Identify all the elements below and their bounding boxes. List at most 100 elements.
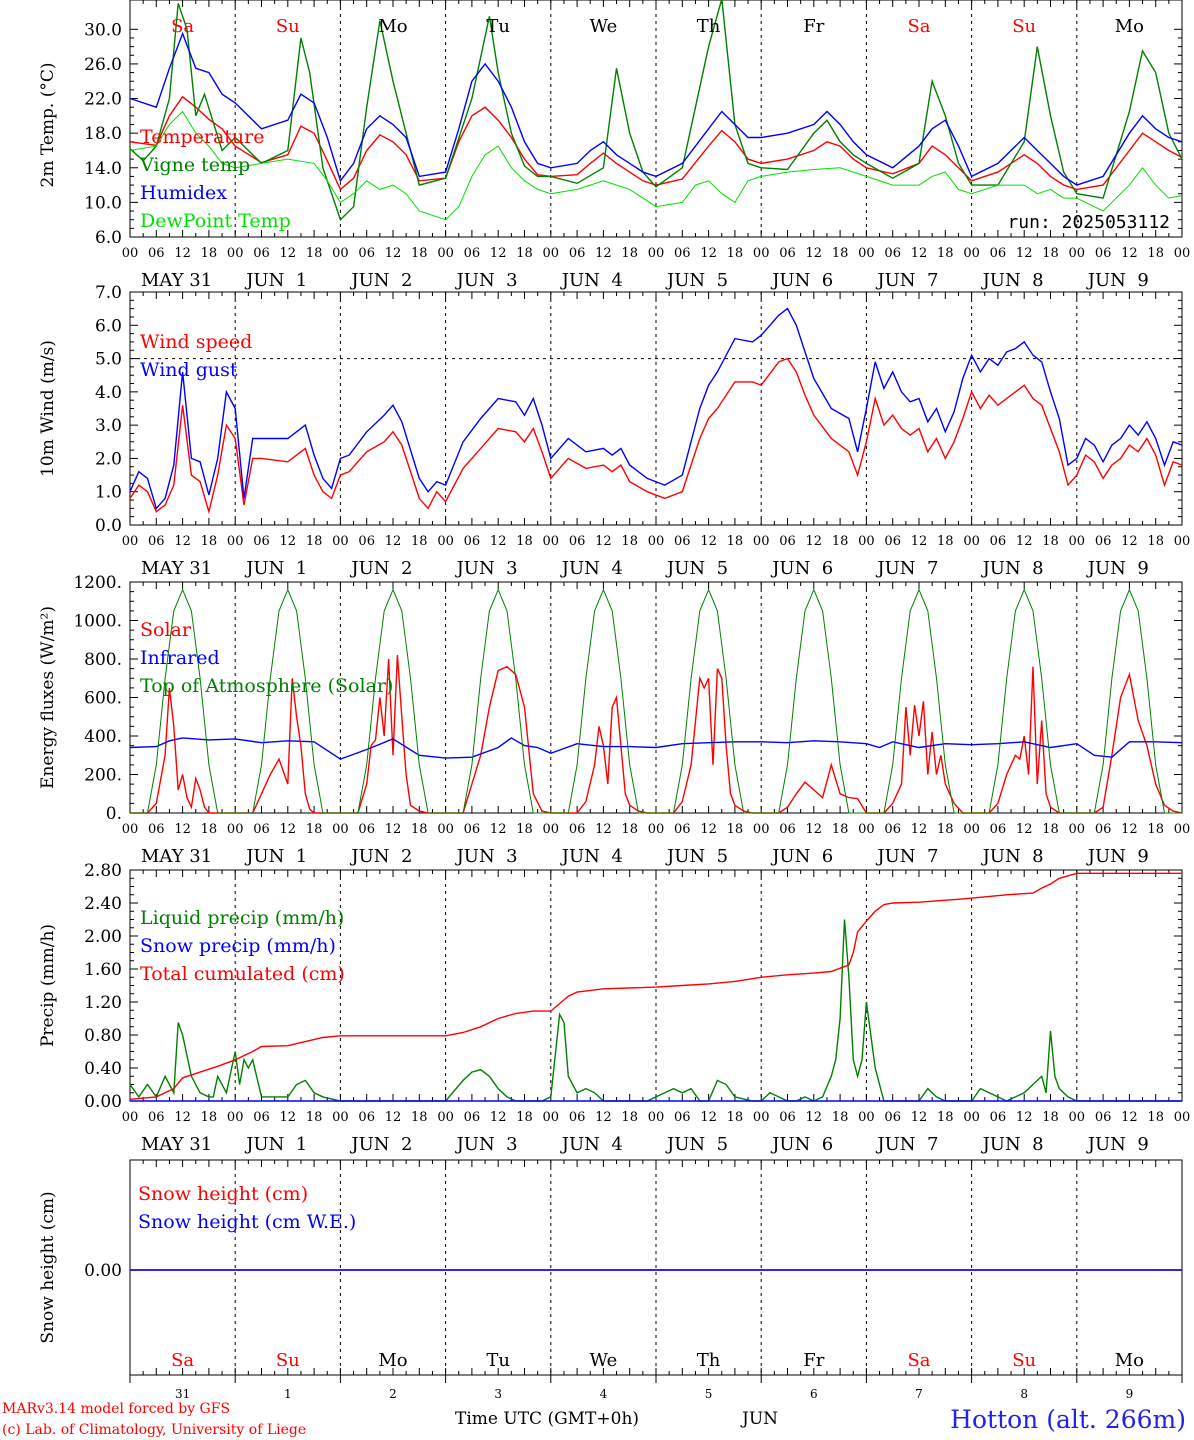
hour-tick-label: 00: [1174, 1110, 1191, 1125]
station-name: Hotton (alt. 266m): [950, 1405, 1186, 1434]
day-label: JUN 4: [560, 558, 623, 579]
hour-tick-label: 06: [358, 1110, 375, 1125]
hour-tick-label: 06: [674, 822, 691, 837]
day-label: JUN 2: [349, 558, 412, 579]
day-label: JUN 4: [560, 846, 623, 867]
hour-tick-label: 18: [832, 1110, 849, 1125]
model-credit: MARv3.14 model forced by GFS: [2, 1401, 230, 1417]
day-number: 31: [175, 1387, 190, 1401]
hour-tick-label: 12: [490, 822, 507, 837]
day-label: JUN 5: [665, 558, 728, 579]
legend-entry: Wind gust: [140, 359, 238, 381]
day-label: MAY 31: [141, 1134, 212, 1155]
series-line-liquid-precip-mm-h: [129, 919, 1182, 1102]
weekday-label: Th: [697, 16, 721, 37]
panel-5: 0.00 Snow height (cm) Snow height (cm) Snow…: [38, 1159, 1183, 1401]
series-line-infrared: [129, 737, 1183, 760]
y-tick-label: 2.00: [84, 927, 122, 947]
weekday-label: Sa: [907, 1350, 930, 1371]
day-label: JUN 8: [981, 1134, 1044, 1155]
day-number: 5: [705, 1387, 713, 1401]
day-label: JUN 9: [1086, 1134, 1149, 1155]
hour-tick-label: 00: [648, 534, 665, 549]
weekday-label: Fr: [803, 1350, 824, 1371]
y-axis-title: Precip (mm/h): [38, 924, 58, 1047]
day-label: JUN 5: [665, 270, 728, 291]
hour-tick-label: 06: [358, 246, 375, 261]
day-label: JUN 7: [875, 846, 938, 867]
hour-tick-label: 00: [227, 822, 244, 837]
hour-tick-label: 06: [990, 822, 1007, 837]
y-tick-label: 600.: [84, 689, 122, 709]
panel-2: 0.0 1.0 2.0 3.0 4.0 5.0 6.0 7.0 10m Wind (m/s) Wi…: [38, 283, 1190, 579]
weekday-label: Tu: [486, 16, 510, 37]
y-tick-label: 2.0: [95, 449, 122, 469]
hour-tick-label: 00: [648, 822, 665, 837]
hour-tick-label: 06: [253, 1110, 270, 1125]
hour-tick-label: 00: [858, 822, 875, 837]
hour-tick-label: 06: [148, 534, 165, 549]
hour-tick-label: 06: [884, 1110, 901, 1125]
weekday-label: Mo: [378, 1350, 407, 1371]
weekday-label: Tu: [486, 1350, 510, 1371]
legend-entry: Solar: [140, 619, 192, 641]
hour-tick-label: 18: [306, 246, 323, 261]
hour-tick-label: 00: [332, 1110, 349, 1125]
hour-tick-label: 06: [779, 246, 796, 261]
hour-tick-label: 06: [148, 822, 165, 837]
day-label: JUN 2: [349, 270, 412, 291]
day-label: JUN 1: [244, 846, 307, 867]
day-number: 2: [389, 1387, 397, 1401]
hour-tick-label: 12: [1016, 1110, 1033, 1125]
weekday-label: Mo: [1115, 16, 1144, 37]
hour-tick-label: 18: [516, 1110, 533, 1125]
hour-tick-label: 00: [753, 534, 770, 549]
panel-3: 0. 200. 400. 600. 800. 1000. 1200. Energy fluxe…: [38, 573, 1190, 867]
hour-tick-label: 18: [937, 1110, 954, 1125]
legend-entry: Snow height (cm W.E.): [138, 1211, 356, 1233]
hour-tick-label: 06: [1095, 246, 1112, 261]
weekday-label: Su: [276, 16, 300, 37]
hour-tick-label: 00: [963, 1110, 980, 1125]
y-tick-label: 4.0: [95, 383, 122, 403]
x-axis-title: Time UTC (GMT+0h): [455, 1409, 639, 1429]
hour-tick-label: 06: [464, 1110, 481, 1125]
hour-tick-label: 18: [937, 246, 954, 261]
hour-tick-label: 00: [227, 246, 244, 261]
hour-tick-label: 06: [779, 1110, 796, 1125]
weekday-label: Su: [1012, 1350, 1036, 1371]
hour-tick-label: 12: [1121, 822, 1138, 837]
legend-entry: Temperature: [140, 126, 264, 148]
weekday-label: We: [590, 16, 618, 37]
hour-tick-label: 00: [122, 1110, 139, 1125]
y-tick-label: 22.0: [84, 90, 122, 110]
hour-tick-label: 12: [174, 246, 191, 261]
legend-entry: Wind speed: [140, 331, 252, 353]
hour-tick-label: 06: [990, 534, 1007, 549]
day-number: 4: [600, 1387, 608, 1401]
weekday-label: Mo: [1115, 1350, 1144, 1371]
chart-panels: 6.010.014.018.022.026.030.02m Temp. (°C)…: [38, 0, 1190, 1401]
hour-tick-label: 06: [1095, 1110, 1112, 1125]
day-label: JUN 2: [349, 846, 412, 867]
hour-tick-label: 06: [464, 822, 481, 837]
y-tick-label: 7.0: [95, 283, 122, 303]
hour-tick-label: 00: [1069, 246, 1086, 261]
hour-tick-label: 00: [1069, 534, 1086, 549]
y-tick-label: 1200.: [73, 573, 122, 593]
weekday-label: Sa: [171, 16, 194, 37]
hour-tick-label: 18: [832, 822, 849, 837]
hour-tick-label: 12: [385, 822, 402, 837]
hour-tick-label: 00: [1069, 1110, 1086, 1125]
weekday-label: Th: [697, 1350, 721, 1371]
hour-tick-label: 06: [884, 246, 901, 261]
hour-tick-label: 18: [411, 822, 428, 837]
hour-tick-label: 00: [543, 822, 560, 837]
hour-tick-label: 00: [332, 246, 349, 261]
weekday-label: We: [590, 1350, 618, 1371]
day-label: JUN 8: [981, 846, 1044, 867]
hour-tick-label: 00: [963, 534, 980, 549]
day-number: 7: [915, 1387, 923, 1401]
day-label: JUN 3: [455, 270, 518, 291]
